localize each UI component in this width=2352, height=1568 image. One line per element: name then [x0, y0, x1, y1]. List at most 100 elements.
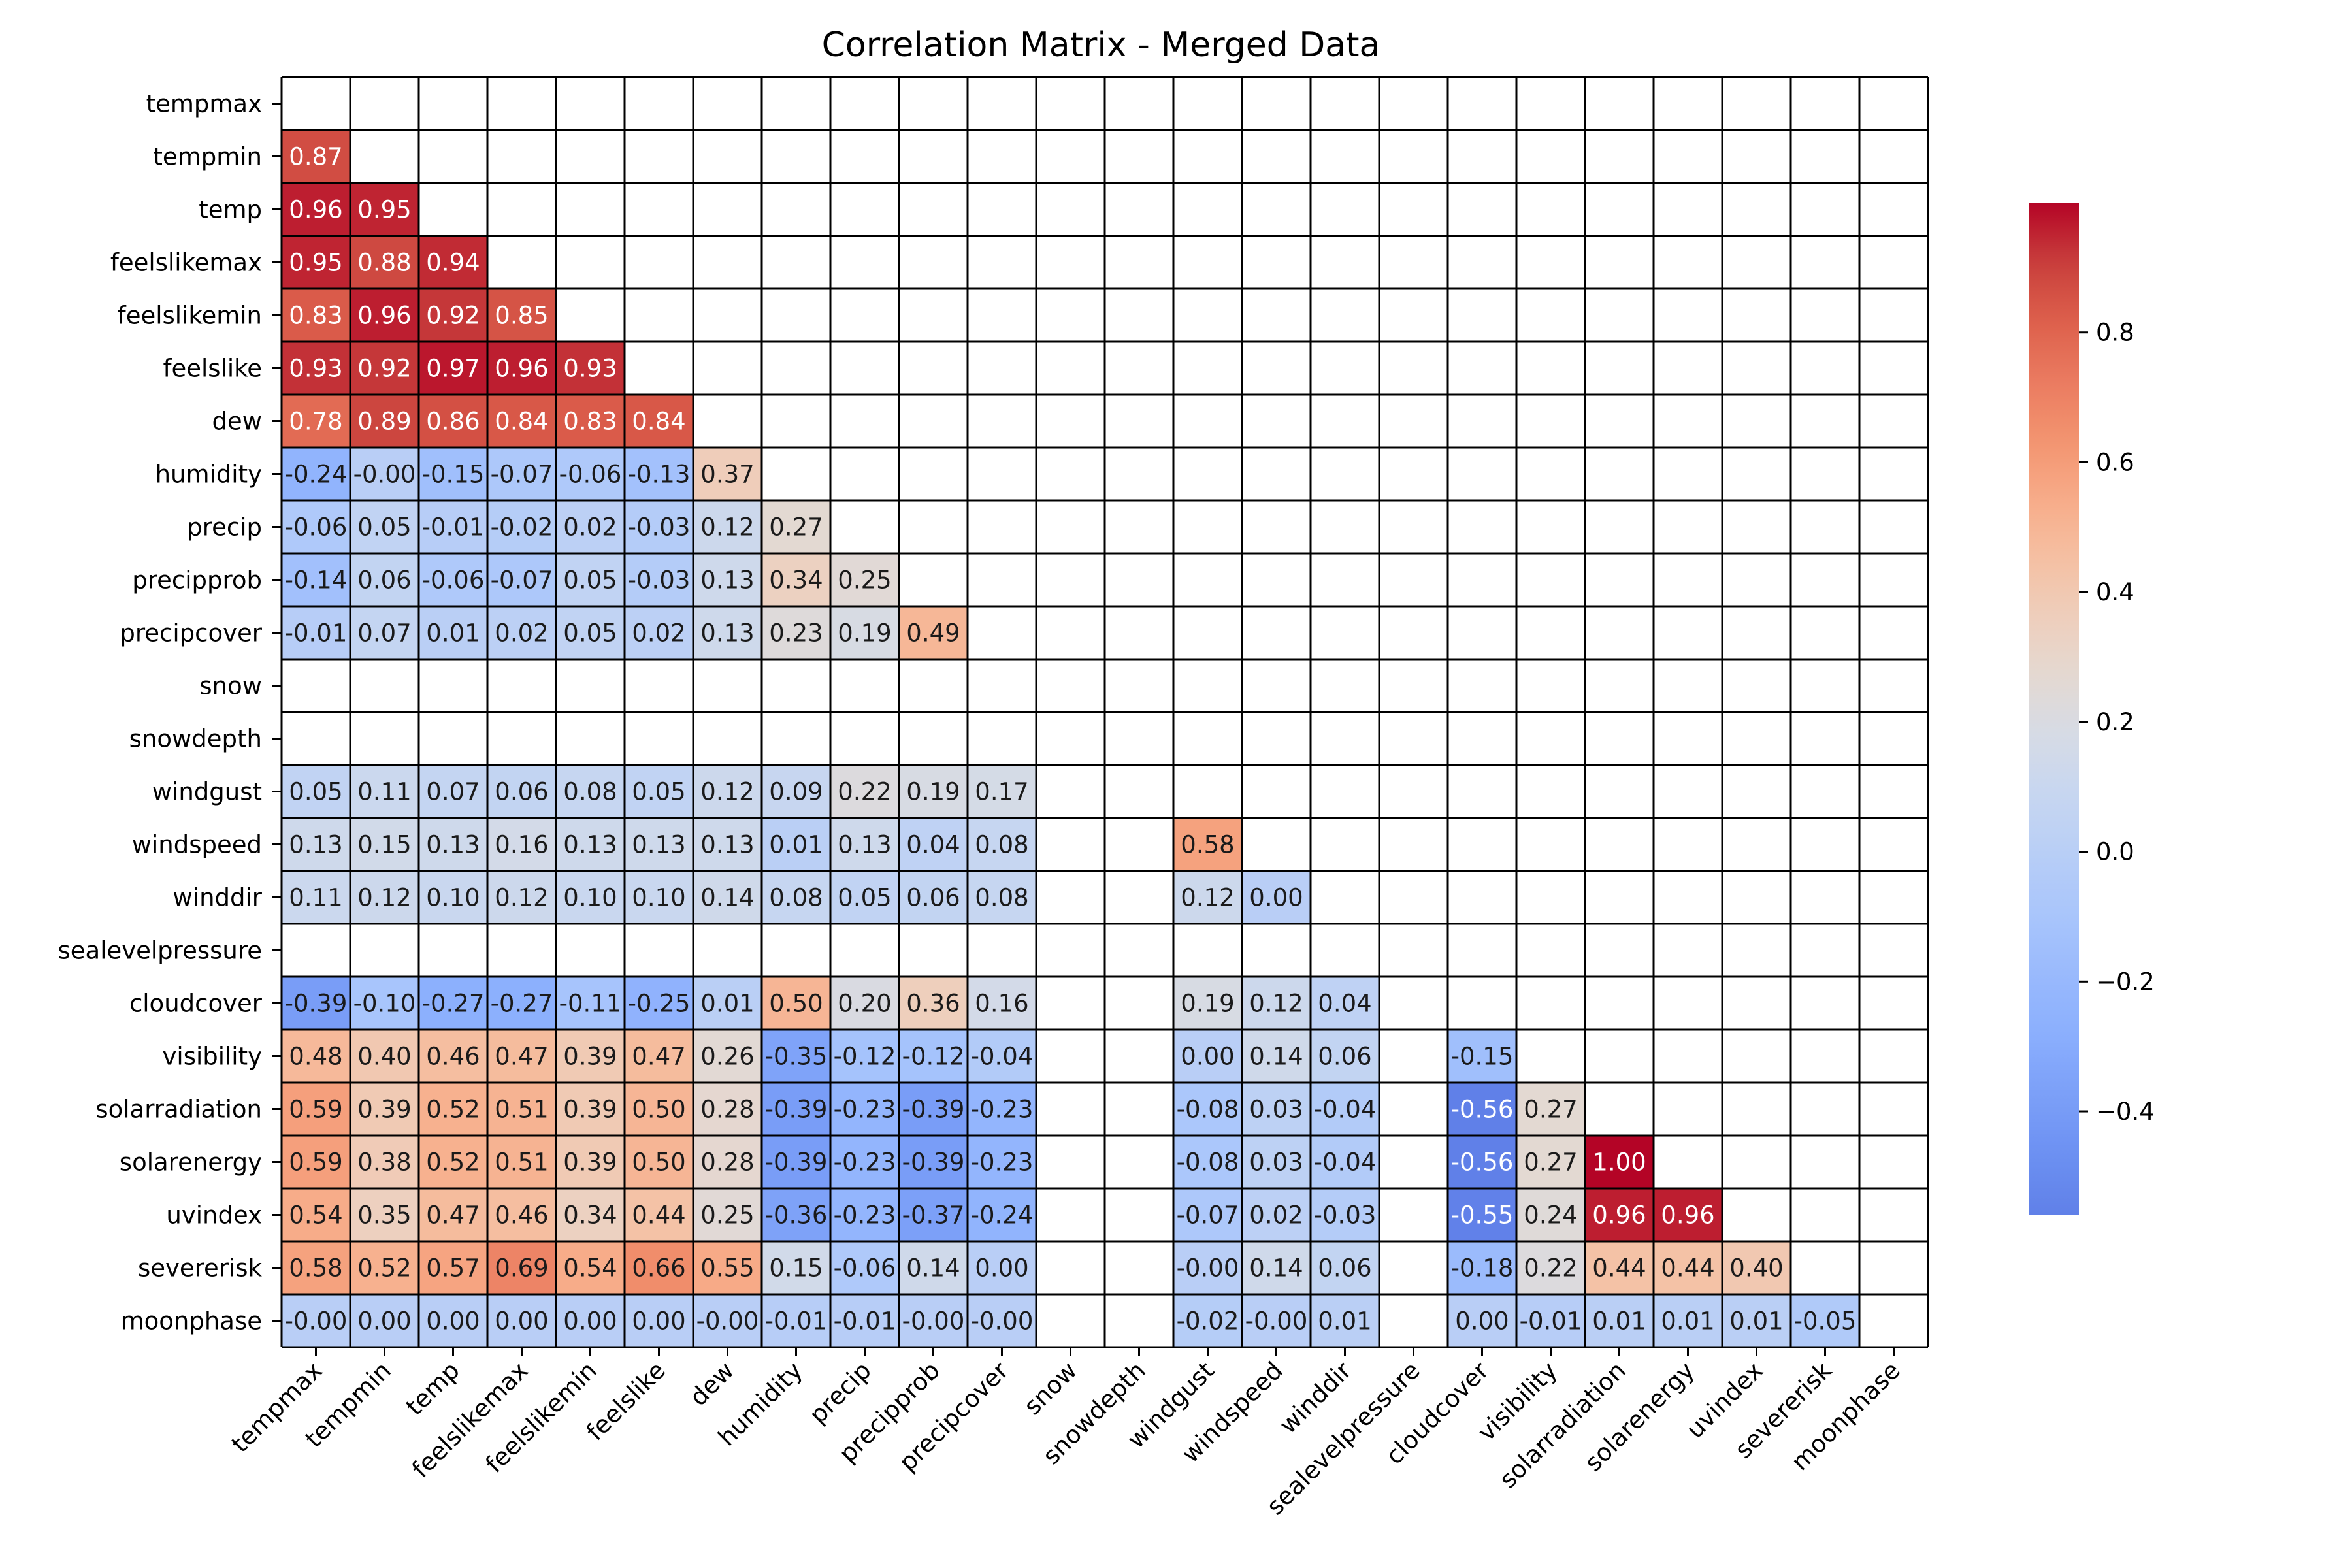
- heatmap-cell: [830, 1188, 899, 1241]
- row-label: severerisk: [138, 1254, 263, 1282]
- heatmap-cell: [830, 1030, 899, 1083]
- heatmap-cell: [1311, 1294, 1379, 1347]
- cell-value-label: 0.01: [769, 831, 823, 859]
- heatmap-cell: [625, 1188, 693, 1241]
- heatmap-cell: [1173, 1294, 1242, 1347]
- cell-value-label: -0.23: [971, 1149, 1034, 1177]
- heatmap-cell: [1173, 818, 1242, 871]
- heatmap-cell: [762, 977, 830, 1030]
- cell-value-label: 0.05: [563, 566, 617, 595]
- heatmap-cell: [762, 1083, 830, 1135]
- cell-value-label: 0.94: [426, 249, 480, 277]
- heatmap-cell: [625, 1294, 693, 1347]
- heatmap-cell: [350, 500, 419, 553]
- cell-value-label: 0.08: [769, 884, 823, 912]
- cell-value-label: 0.06: [495, 778, 548, 806]
- cell-value-label: 0.52: [426, 1096, 480, 1124]
- cell-value-label: 0.11: [289, 884, 342, 912]
- cell-value-label: -0.56: [1451, 1149, 1514, 1177]
- heatmap-cell: [625, 1030, 693, 1083]
- cell-value-label: -0.06: [422, 566, 485, 595]
- heatmap-cell: [1311, 1083, 1379, 1135]
- cell-value-label: 0.00: [1249, 884, 1303, 912]
- cell-value-label: -0.13: [628, 461, 691, 489]
- cell-value-label: 0.01: [700, 990, 754, 1018]
- heatmap-cell: [762, 500, 830, 553]
- heatmap-cell: [1242, 1241, 1311, 1294]
- cell-value-label: 0.13: [632, 831, 685, 859]
- heatmap-cell: [1791, 1294, 1859, 1347]
- cell-value-label: 0.96: [357, 302, 411, 330]
- cell-value-label: 0.10: [426, 884, 480, 912]
- cell-value-label: 0.28: [700, 1149, 754, 1177]
- row-label: temp: [199, 196, 262, 224]
- heatmap-cell: [625, 606, 693, 659]
- cell-value-label: 0.13: [426, 831, 480, 859]
- cell-value-label: -0.04: [971, 1043, 1034, 1071]
- cell-value-label: 0.46: [495, 1201, 548, 1230]
- cell-value-label: 0.35: [357, 1201, 411, 1230]
- heatmap-cell: [830, 1294, 899, 1347]
- cell-value-label: -0.37: [902, 1201, 965, 1230]
- heatmap-cell: [1585, 1294, 1654, 1347]
- heatmap-cell: [419, 818, 487, 871]
- heatmap-cell: [419, 342, 487, 395]
- cell-value-label: 0.54: [563, 1254, 617, 1282]
- heatmap-cell: [1516, 1083, 1585, 1135]
- cell-value-label: 0.14: [1249, 1254, 1303, 1282]
- heatmap-cell: [350, 342, 419, 395]
- cell-value-label: 0.11: [357, 778, 411, 806]
- cell-value-label: -0.07: [491, 566, 553, 595]
- cell-value-label: 0.05: [838, 884, 891, 912]
- row-label: precipprob: [132, 566, 262, 595]
- heatmap-cell: [1173, 1030, 1242, 1083]
- heatmap-cell: [350, 395, 419, 448]
- heatmap-cell: [830, 1083, 899, 1135]
- cell-value-label: -0.35: [765, 1043, 828, 1071]
- heatmap-cell: [968, 818, 1036, 871]
- heatmap-cell: [1585, 1188, 1654, 1241]
- heatmap-cell: [282, 1241, 350, 1294]
- row-label: snowdepth: [129, 725, 262, 753]
- heatmap-cell: [282, 289, 350, 342]
- cell-value-label: -0.39: [902, 1096, 965, 1124]
- cell-value-label: -0.39: [765, 1149, 828, 1177]
- heatmap-cell: [830, 977, 899, 1030]
- cell-value-label: 1.00: [1592, 1149, 1646, 1177]
- heatmap-cell: [625, 448, 693, 500]
- colorbar-gradient: [2029, 203, 2079, 1215]
- cell-value-label: 0.13: [289, 831, 342, 859]
- cell-value-label: -0.39: [902, 1149, 965, 1177]
- heatmap-cell: [282, 1294, 350, 1347]
- heatmap-cell: [487, 765, 556, 818]
- heatmap-cell: [693, 500, 762, 553]
- cell-value-label: 0.83: [563, 408, 617, 436]
- heatmap-cell: [762, 765, 830, 818]
- heatmap-cell: [1311, 1188, 1379, 1241]
- cell-value-label: 0.38: [357, 1149, 411, 1177]
- cell-value-label: 0.44: [632, 1201, 685, 1230]
- cell-value-label: 0.59: [289, 1096, 342, 1124]
- heatmap-cell: [419, 765, 487, 818]
- cell-value-label: 0.96: [289, 196, 342, 224]
- heatmap-cell: [419, 1294, 487, 1347]
- cell-value-label: -0.00: [971, 1307, 1034, 1335]
- heatmap-cell: [1242, 1294, 1311, 1347]
- heatmap-cell: [830, 765, 899, 818]
- colorbar-tick-label: 0.8: [2096, 319, 2134, 347]
- heatmap-cell: [968, 765, 1036, 818]
- cell-value-label: 0.00: [495, 1307, 548, 1335]
- heatmap-cell: [350, 236, 419, 289]
- cell-value-label: -0.06: [285, 514, 348, 542]
- heatmap-cell: [693, 1030, 762, 1083]
- heatmap-cell: [350, 606, 419, 659]
- cell-value-label: 0.48: [289, 1043, 342, 1071]
- cell-value-label: 0.58: [1181, 831, 1234, 859]
- cell-value-label: 0.25: [700, 1201, 754, 1230]
- heatmap-cell: [830, 606, 899, 659]
- heatmap-cell: [625, 977, 693, 1030]
- heatmap-cell: [419, 606, 487, 659]
- heatmap-cell: [419, 1083, 487, 1135]
- row-label: feelslikemax: [110, 249, 262, 277]
- heatmap-cell: [556, 553, 625, 606]
